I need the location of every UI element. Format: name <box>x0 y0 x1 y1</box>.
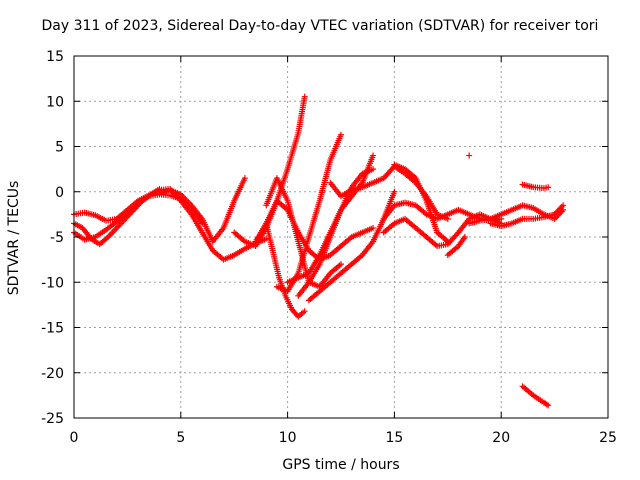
y-tick-label: -10 <box>41 275 64 291</box>
data-point <box>560 202 567 209</box>
series-arc-4 <box>156 175 248 245</box>
y-tick-label: -20 <box>41 366 64 382</box>
data-point <box>370 224 377 231</box>
x-tick-label: 5 <box>176 430 185 446</box>
series-arc-21 <box>519 383 552 409</box>
data-point <box>466 152 473 159</box>
series-arc-20 <box>519 181 552 192</box>
x-tick-label: 10 <box>279 430 297 446</box>
axes-frame <box>73 55 609 419</box>
data-marks <box>71 93 567 409</box>
chart-title: Day 311 of 2023, Sidereal Day-to-day VTE… <box>41 18 599 34</box>
series-arc-3 <box>71 186 163 248</box>
data-point <box>370 152 377 159</box>
x-axis-label: GPS time / hours <box>282 457 400 473</box>
y-tick-label: 10 <box>46 94 64 110</box>
data-point <box>338 131 344 138</box>
data-point <box>301 93 308 100</box>
series-arc-17 <box>444 234 468 259</box>
data-point <box>545 184 552 191</box>
x-tick-label: 0 <box>70 430 79 446</box>
x-tick-label: 25 <box>599 430 617 446</box>
y-tick-label: 15 <box>46 49 64 65</box>
series-arc-12 <box>305 188 398 304</box>
data-point <box>301 308 308 315</box>
series-arc-16 <box>391 161 451 245</box>
y-tick-label: 0 <box>55 185 64 201</box>
grid <box>74 56 608 418</box>
data-point <box>241 175 248 182</box>
tick-labels: 0 5 10 15 20 25 -25 -20 -15 -10 -5 0 5 10 15 <box>41 49 617 446</box>
x-tick-label: 15 <box>385 430 403 446</box>
x-tick-label: 20 <box>492 430 510 446</box>
data-point <box>461 234 468 240</box>
data-point <box>391 188 398 195</box>
data-point <box>370 166 377 173</box>
data-point <box>338 261 344 268</box>
series-isolated <box>466 152 473 159</box>
data-point <box>263 235 270 242</box>
y-tick-label: 5 <box>55 140 64 156</box>
data-point <box>545 402 552 409</box>
data-point <box>444 238 451 245</box>
series-arc-19 <box>487 202 567 230</box>
y-tick-label: -5 <box>50 230 64 246</box>
y-tick-label: -15 <box>41 321 64 337</box>
y-tick-label: -25 <box>41 411 64 427</box>
